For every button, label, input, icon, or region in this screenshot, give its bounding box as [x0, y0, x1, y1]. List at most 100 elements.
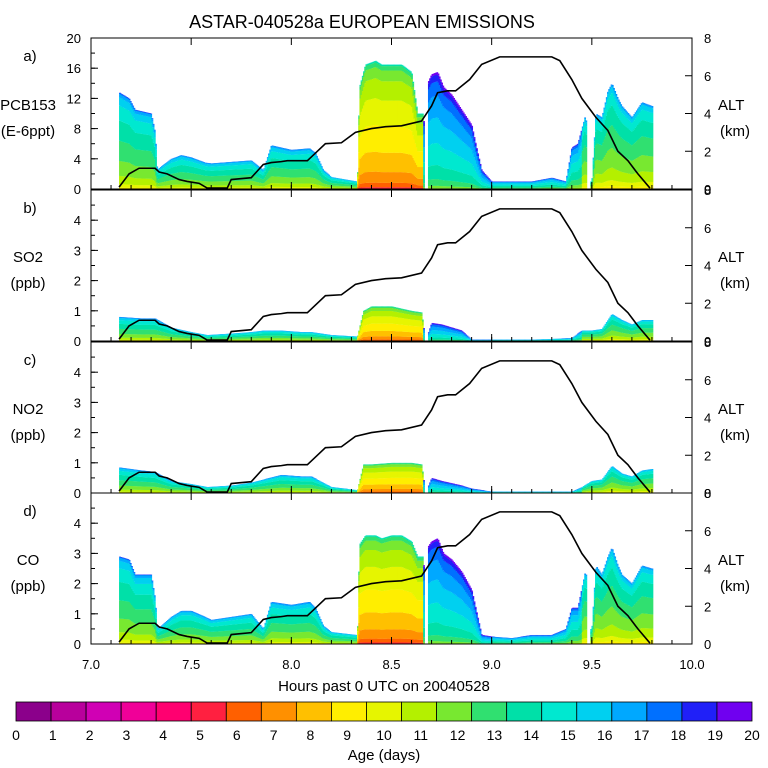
age-band-cell [187, 160, 190, 167]
age-band-cell [221, 162, 224, 164]
age-band-cell [229, 169, 232, 176]
age-band-cell [287, 187, 290, 189]
age-band-cell [314, 158, 317, 164]
age-band-cell [280, 147, 282, 150]
age-band-cell [235, 162, 238, 166]
age-band-cell [262, 169, 264, 171]
age-band-cell [274, 148, 276, 152]
age-band-cell [301, 183, 304, 188]
age-band-cell [194, 160, 197, 163]
age-band-cell [234, 175, 237, 182]
age-band-cell [245, 185, 248, 188]
age-band-cell [193, 187, 196, 189]
age-band-cell [373, 61, 376, 63]
age-band-cell [156, 166, 159, 168]
age-band-cell [139, 111, 142, 115]
age-band-cell [250, 161, 252, 165]
age-band-cell [188, 184, 191, 188]
age-band-cell [306, 150, 309, 154]
age-band-cell [232, 181, 234, 186]
age-band-cell [375, 78, 377, 99]
age-band-cell [473, 137, 476, 139]
age-band-cell [147, 150, 150, 167]
age-band-cell [200, 161, 203, 163]
age-band-cell [216, 170, 219, 176]
age-band-cell [328, 175, 330, 177]
age-band-cell [191, 161, 193, 167]
age-band-cell [372, 67, 375, 79]
age-band-cell [462, 112, 465, 115]
age-band-cell [268, 158, 270, 164]
age-band-cell [204, 163, 207, 167]
age-band-cell [146, 122, 149, 135]
age-band-cell [353, 184, 356, 187]
age-band-cell [120, 94, 123, 99]
age-band-cell [164, 185, 167, 188]
age-band-cell [199, 162, 202, 165]
age-band-cell [337, 178, 340, 180]
age-band-cell [216, 166, 219, 171]
age-band-cell [300, 149, 303, 151]
age-band-cell [423, 183, 425, 188]
age-band-cell [127, 176, 130, 185]
age-band-cell [288, 177, 291, 184]
age-band-cell [301, 149, 304, 151]
age-band-cell [348, 184, 351, 187]
age-band-cell [180, 155, 183, 157]
age-band-cell [364, 68, 367, 73]
age-band-cell [165, 165, 168, 171]
age-band-cell [359, 98, 362, 116]
age-band-cell [337, 179, 340, 182]
age-band-cell [477, 153, 480, 155]
age-band-cell [442, 85, 445, 88]
age-band-cell [281, 168, 284, 177]
age-band-cell [299, 169, 302, 178]
age-band-cell [269, 187, 272, 189]
age-band-cell [364, 102, 367, 128]
age-band-cell [256, 187, 258, 189]
age-band-cell [210, 176, 213, 182]
age-band-cell [241, 164, 244, 170]
age-band-cell [223, 165, 226, 171]
age-band-cell [363, 77, 365, 88]
age-band-cell [361, 77, 364, 82]
age-band-cell [292, 183, 294, 188]
age-band-cell [367, 99, 370, 127]
age-band-cell [246, 162, 249, 165]
age-band-cell [129, 177, 132, 185]
age-band-cell [341, 180, 344, 182]
age-band-cell [159, 186, 162, 188]
age-band-cell [147, 178, 150, 186]
age-band-cell [415, 107, 418, 111]
age-band-cell [135, 111, 138, 114]
age-band-cell [325, 184, 328, 187]
age-band-cell [227, 162, 230, 164]
age-band-cell [260, 174, 263, 179]
age-band-cell [226, 162, 228, 164]
age-band-cell [307, 183, 310, 187]
age-band-cell [233, 181, 236, 186]
age-band-cell [363, 87, 365, 106]
age-band-cell [343, 184, 346, 187]
age-band-cell [282, 159, 285, 169]
age-band-cell [234, 181, 237, 186]
age-band-cell [141, 187, 144, 189]
y-tick-label: 8 [74, 122, 81, 137]
age-band-cell [180, 159, 183, 165]
age-band-cell [423, 126, 425, 135]
age-band-cell [183, 165, 186, 173]
age-band-cell [222, 162, 225, 164]
age-band-cell [146, 116, 149, 123]
age-band-cell [188, 158, 191, 162]
age-band-cell [334, 180, 336, 184]
age-band-cell [204, 162, 207, 164]
age-band-cell [259, 182, 262, 187]
age-band-cell [145, 113, 148, 117]
age-band-cell [207, 176, 210, 182]
age-band-cell [159, 187, 162, 189]
age-band-cell [365, 65, 368, 71]
age-band-cell [299, 149, 302, 151]
age-band-cell [211, 185, 214, 188]
age-band-cell [120, 176, 123, 185]
age-band-cell [141, 115, 144, 122]
